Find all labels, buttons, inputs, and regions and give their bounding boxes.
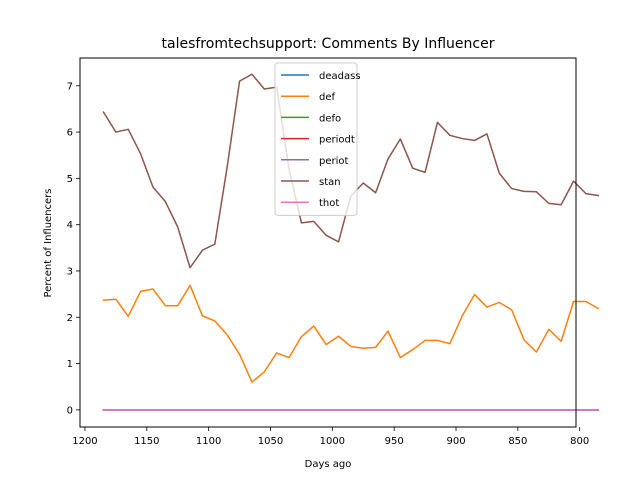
y-tick-label: 3 <box>67 266 73 277</box>
legend-box <box>274 62 358 216</box>
legend-label-stan: stan <box>319 177 341 188</box>
legend-label-periot: periot <box>319 156 349 167</box>
legend-label-deadass: deadass <box>319 71 361 82</box>
x-tick-label: 900 <box>446 436 465 447</box>
y-axis-label: Percent of Influencers <box>43 188 54 297</box>
x-tick-label: 1200 <box>72 436 97 447</box>
y-tick-label: 7 <box>67 81 73 92</box>
series-line-def <box>102 284 600 383</box>
y-tick-label: 4 <box>67 220 73 231</box>
x-tick-label: 1150 <box>134 436 159 447</box>
x-tick-label: 800 <box>570 436 589 447</box>
x-tick-label: 1100 <box>196 436 221 447</box>
x-tick-label: 1050 <box>258 436 283 447</box>
y-axis-ticks: 0 1 2 3 4 5 6 7 <box>67 81 80 416</box>
x-tick-label: 1000 <box>320 436 345 447</box>
x-axis-label: Days ago <box>305 459 352 470</box>
x-tick-label: 950 <box>385 436 404 447</box>
y-tick-label: 2 <box>67 313 73 324</box>
chart-title: talesfromtechsupport: Comments By Influe… <box>162 36 495 52</box>
legend-label-periodt: periodt <box>319 135 355 146</box>
legend-label-defo: defo <box>319 113 341 124</box>
y-tick-label: 1 <box>67 359 73 370</box>
legend-label-def: def <box>319 92 336 103</box>
y-tick-label: 6 <box>67 128 73 139</box>
x-tick-label: 850 <box>508 436 527 447</box>
y-tick-label: 5 <box>67 174 73 185</box>
y-tick-label: 0 <box>67 405 73 416</box>
x-axis-ticks: 1200 1150 1100 1050 1000 950 900 850 800 <box>72 427 589 447</box>
legend-label-thot: thot <box>319 198 339 209</box>
legend: deadass def defo periodt periot stan thot <box>274 62 361 216</box>
axes-frame <box>79 57 577 428</box>
